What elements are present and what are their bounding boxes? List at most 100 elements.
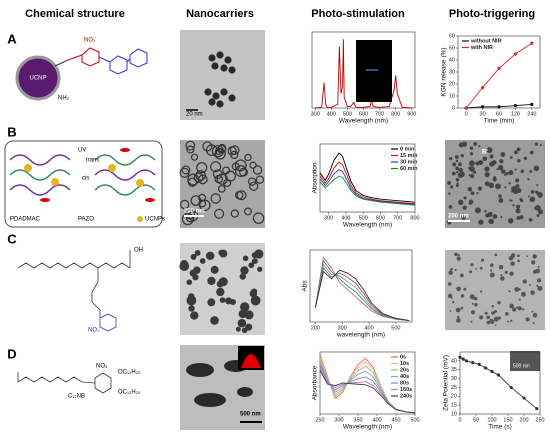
- particle: [450, 268, 453, 271]
- particle: [456, 286, 461, 292]
- data-point: [497, 66, 501, 70]
- particle: [468, 160, 475, 167]
- particle: [470, 310, 476, 315]
- scale-bar-label: 200 nm: [184, 209, 205, 215]
- particle: [220, 88, 228, 96]
- particle: [504, 186, 507, 189]
- particle: [479, 266, 483, 270]
- structure-label: NH₂: [58, 96, 70, 102]
- particle: [499, 159, 504, 164]
- particle: [488, 218, 494, 225]
- series-line: [314, 256, 410, 322]
- particle: [468, 199, 474, 205]
- chart: 250 300 350 400 450 500 Wavelength (nm) Absorba…: [312, 351, 420, 431]
- particle: [516, 204, 521, 209]
- particle: [457, 254, 460, 257]
- particle: [484, 181, 490, 187]
- particle: [455, 307, 461, 313]
- particle: [482, 156, 488, 162]
- particle: [208, 54, 216, 62]
- structure-label: NO₂: [88, 328, 100, 334]
- particle: [456, 171, 459, 174]
- particle: [470, 174, 475, 179]
- particle: [190, 153, 199, 161]
- particle: [508, 170, 514, 176]
- particle: [500, 216, 503, 219]
- x-tick-label: 150: [503, 417, 512, 423]
- particle: [536, 184, 539, 187]
- particle: [472, 170, 477, 174]
- x-tick-label: 300: [324, 215, 333, 221]
- data-point: [530, 41, 534, 45]
- particle: [508, 290, 511, 293]
- particle: [214, 208, 225, 219]
- particle: [484, 166, 490, 172]
- particle: [475, 267, 478, 270]
- particle: [515, 184, 520, 189]
- particle: [474, 303, 478, 307]
- legend-label: 10s: [400, 361, 409, 367]
- structure-label: UCNPs: [145, 217, 165, 223]
- particle: [512, 204, 515, 207]
- x-tick-label: 30: [480, 111, 486, 117]
- particle: [186, 145, 195, 154]
- particle: [196, 162, 208, 174]
- particle: [194, 250, 201, 256]
- data-point: [464, 106, 468, 110]
- particle: [517, 259, 520, 263]
- particle: [242, 255, 249, 262]
- particle: [497, 316, 502, 320]
- particle: [484, 311, 488, 315]
- x-tick-label: 800: [410, 215, 419, 221]
- legend-label: with NIR: [470, 45, 493, 51]
- particle: [205, 251, 215, 261]
- structure-label: PDADMAC: [10, 217, 41, 223]
- particle: [189, 269, 197, 277]
- scale-bar-label: 20 nm: [186, 112, 203, 118]
- particle: [489, 318, 494, 323]
- particle: [195, 170, 206, 181]
- particle: [460, 306, 464, 310]
- particle: [518, 298, 521, 301]
- y-tick-label: 20: [451, 394, 457, 400]
- particle: [250, 295, 261, 306]
- particle: [188, 305, 195, 312]
- x-tick-label: 240: [527, 111, 536, 117]
- particle: [527, 178, 530, 181]
- particle: [451, 171, 456, 176]
- row-label: B: [7, 124, 16, 139]
- particle: [480, 290, 483, 293]
- particle: [447, 282, 452, 286]
- particle: [481, 258, 485, 262]
- particle: [535, 205, 541, 211]
- particle: [486, 315, 490, 320]
- particle: [516, 216, 521, 220]
- particle: [249, 181, 259, 191]
- y-axis-label: Abs: [302, 280, 309, 292]
- particle: [455, 178, 460, 182]
- structure-label: UV: [78, 148, 86, 154]
- y-axis-label: KGN release (%): [441, 47, 448, 96]
- x-tick-label: 250: [535, 417, 544, 423]
- particle: [448, 205, 453, 209]
- series-line: [319, 161, 416, 205]
- particle: [531, 310, 534, 313]
- particle: [234, 165, 247, 177]
- structure-label: cis: [82, 176, 89, 182]
- particle: [252, 212, 265, 224]
- particle: [230, 209, 240, 218]
- particle: [187, 177, 198, 187]
- x-tick-label: 800: [391, 111, 400, 117]
- particle: [532, 312, 538, 318]
- particle: [204, 88, 212, 96]
- x-tick-label: 300: [334, 417, 343, 423]
- particle: [507, 218, 514, 224]
- legend-label: 60 min: [400, 166, 418, 172]
- particle: [247, 177, 257, 186]
- particle: [514, 168, 517, 171]
- particle: [186, 363, 214, 377]
- particle: [492, 273, 495, 276]
- particle: [501, 169, 506, 174]
- x-tick-label: 500: [343, 111, 352, 117]
- particle: [202, 141, 213, 152]
